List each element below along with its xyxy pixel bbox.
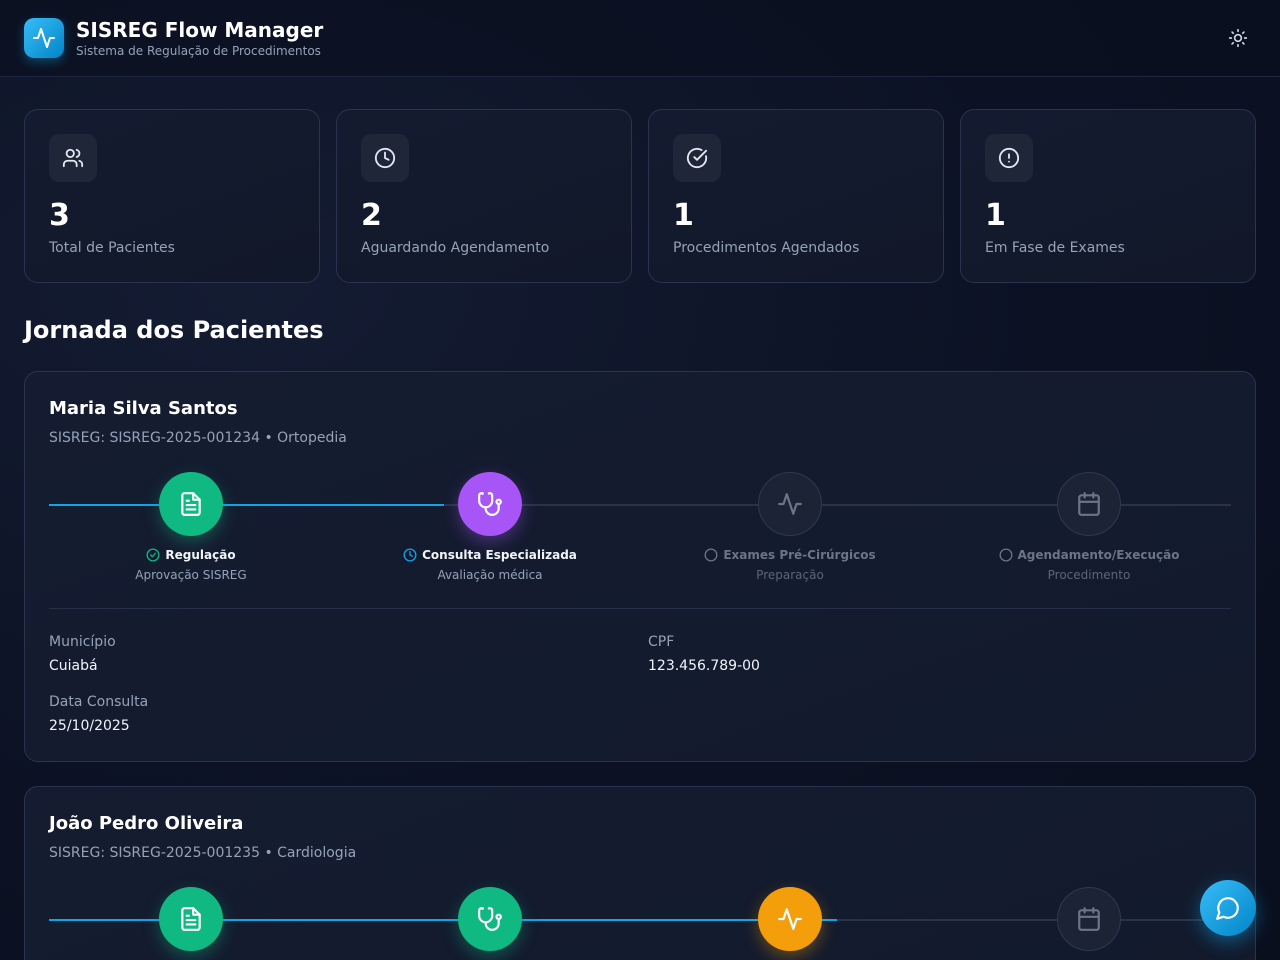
- cpf-label: CPF: [648, 634, 675, 650]
- patient-card[interactable]: Maria Silva Santos SISREG: SISREG-2025-0…: [24, 371, 1256, 762]
- patient-name: Maria Silva Santos: [49, 398, 238, 419]
- stat-icon-box: [985, 134, 1033, 182]
- step-agendamento: [1057, 887, 1121, 951]
- progress-line-remaining: [444, 504, 1231, 506]
- step-title-text: Regulação: [165, 548, 236, 562]
- progress-line-complete: [49, 504, 444, 506]
- activity-icon: [778, 908, 802, 930]
- progress-line-remaining: [837, 919, 1231, 921]
- data-consulta-value: 25/10/2025: [49, 718, 130, 734]
- stat-label: Procedimentos Agendados: [673, 240, 860, 256]
- stat-value: 1: [985, 198, 1006, 233]
- patient-meta: SISREG: SISREG-2025-001235 • Cardiologia: [49, 845, 357, 861]
- app-title: SISREG Flow Manager: [76, 18, 324, 42]
- step-consulta: [458, 472, 522, 536]
- step-agendamento: [1057, 472, 1121, 536]
- municipio-value: Cuiabá: [49, 658, 98, 674]
- progress-line-complete: [49, 919, 837, 921]
- stat-icon-box: [49, 134, 97, 182]
- stat-card-fase-exames: 1 Em Fase de Exames: [960, 109, 1256, 283]
- file-text-icon: [181, 907, 201, 931]
- circle-icon: [704, 548, 718, 562]
- stat-label: Em Fase de Exames: [985, 240, 1125, 256]
- step-consulta: [458, 887, 522, 951]
- activity-icon: [778, 493, 802, 515]
- stat-card-aguardando-agendamento: 2 Aguardando Agendamento: [336, 109, 632, 283]
- step-title-text: Exames Pré-Cirúrgicos: [723, 548, 876, 562]
- step-sub-agendamento: Procedimento: [1047, 568, 1131, 582]
- step-regulacao: [159, 472, 223, 536]
- calendar-icon: [1078, 492, 1100, 516]
- stat-value: 3: [49, 198, 70, 233]
- clock-icon: [374, 147, 396, 169]
- calendar-icon: [1078, 907, 1100, 931]
- stat-label: Aguardando Agendamento: [361, 240, 550, 256]
- step-title-consulta: Consulta Especializada: [360, 548, 620, 562]
- step-title-text: Agendamento/Execução: [1017, 548, 1180, 562]
- stat-icon-box: [361, 134, 409, 182]
- cpf-value: 123.456.789-00: [648, 658, 760, 674]
- patient-card[interactable]: João Pedro Oliveira SISREG: SISREG-2025-…: [24, 786, 1256, 960]
- step-title-exames: Exames Pré-Cirúrgicos: [660, 548, 920, 562]
- app-header: SISREG Flow Manager Sistema de Regulação…: [0, 0, 1280, 77]
- patient-meta: SISREG: SISREG-2025-001234 • Ortopedia: [49, 430, 347, 446]
- step-title-text: Consulta Especializada: [422, 548, 577, 562]
- users-icon: [62, 148, 84, 168]
- step-exames: [758, 887, 822, 951]
- stat-card-total-pacientes: 3 Total de Pacientes: [24, 109, 320, 283]
- stat-card-procedimentos-agendados: 1 Procedimentos Agendados: [648, 109, 944, 283]
- clock-icon: [403, 548, 417, 562]
- stat-value: 2: [361, 198, 382, 233]
- app-subtitle: Sistema de Regulação de Procedimentos: [76, 44, 321, 58]
- patient-name: João Pedro Oliveira: [49, 813, 244, 834]
- step-title-regulacao: Regulação: [61, 548, 321, 562]
- step-regulacao: [159, 887, 223, 951]
- alert-circle-icon: [998, 147, 1020, 169]
- step-exames: [758, 472, 822, 536]
- step-sub-regulacao: Aprovação SISREG: [135, 568, 247, 582]
- app-logo: [24, 18, 64, 58]
- sun-icon: [1228, 28, 1248, 48]
- stat-label: Total de Pacientes: [49, 240, 175, 256]
- theme-toggle-button[interactable]: [1222, 22, 1254, 54]
- circle-icon: [999, 548, 1012, 562]
- stat-icon-box: [673, 134, 721, 182]
- section-title: Jornada dos Pacientes: [24, 316, 324, 344]
- check-circle-icon: [686, 147, 708, 169]
- stethoscope-icon: [478, 492, 502, 516]
- divider: [49, 608, 1231, 609]
- file-text-icon: [181, 492, 201, 516]
- stat-value: 1: [673, 198, 694, 233]
- step-sub-exames: Preparação: [756, 568, 824, 582]
- step-sub-consulta: Avaliação médica: [437, 568, 543, 582]
- activity-icon: [33, 28, 55, 48]
- data-consulta-label: Data Consulta: [49, 694, 149, 710]
- message-circle-icon: [1216, 897, 1239, 920]
- check-circle-icon: [146, 548, 160, 562]
- chat-button[interactable]: [1200, 880, 1256, 936]
- step-title-agendamento: Agendamento/Execução: [959, 548, 1219, 562]
- municipio-label: Município: [49, 634, 116, 650]
- stethoscope-icon: [478, 907, 502, 931]
